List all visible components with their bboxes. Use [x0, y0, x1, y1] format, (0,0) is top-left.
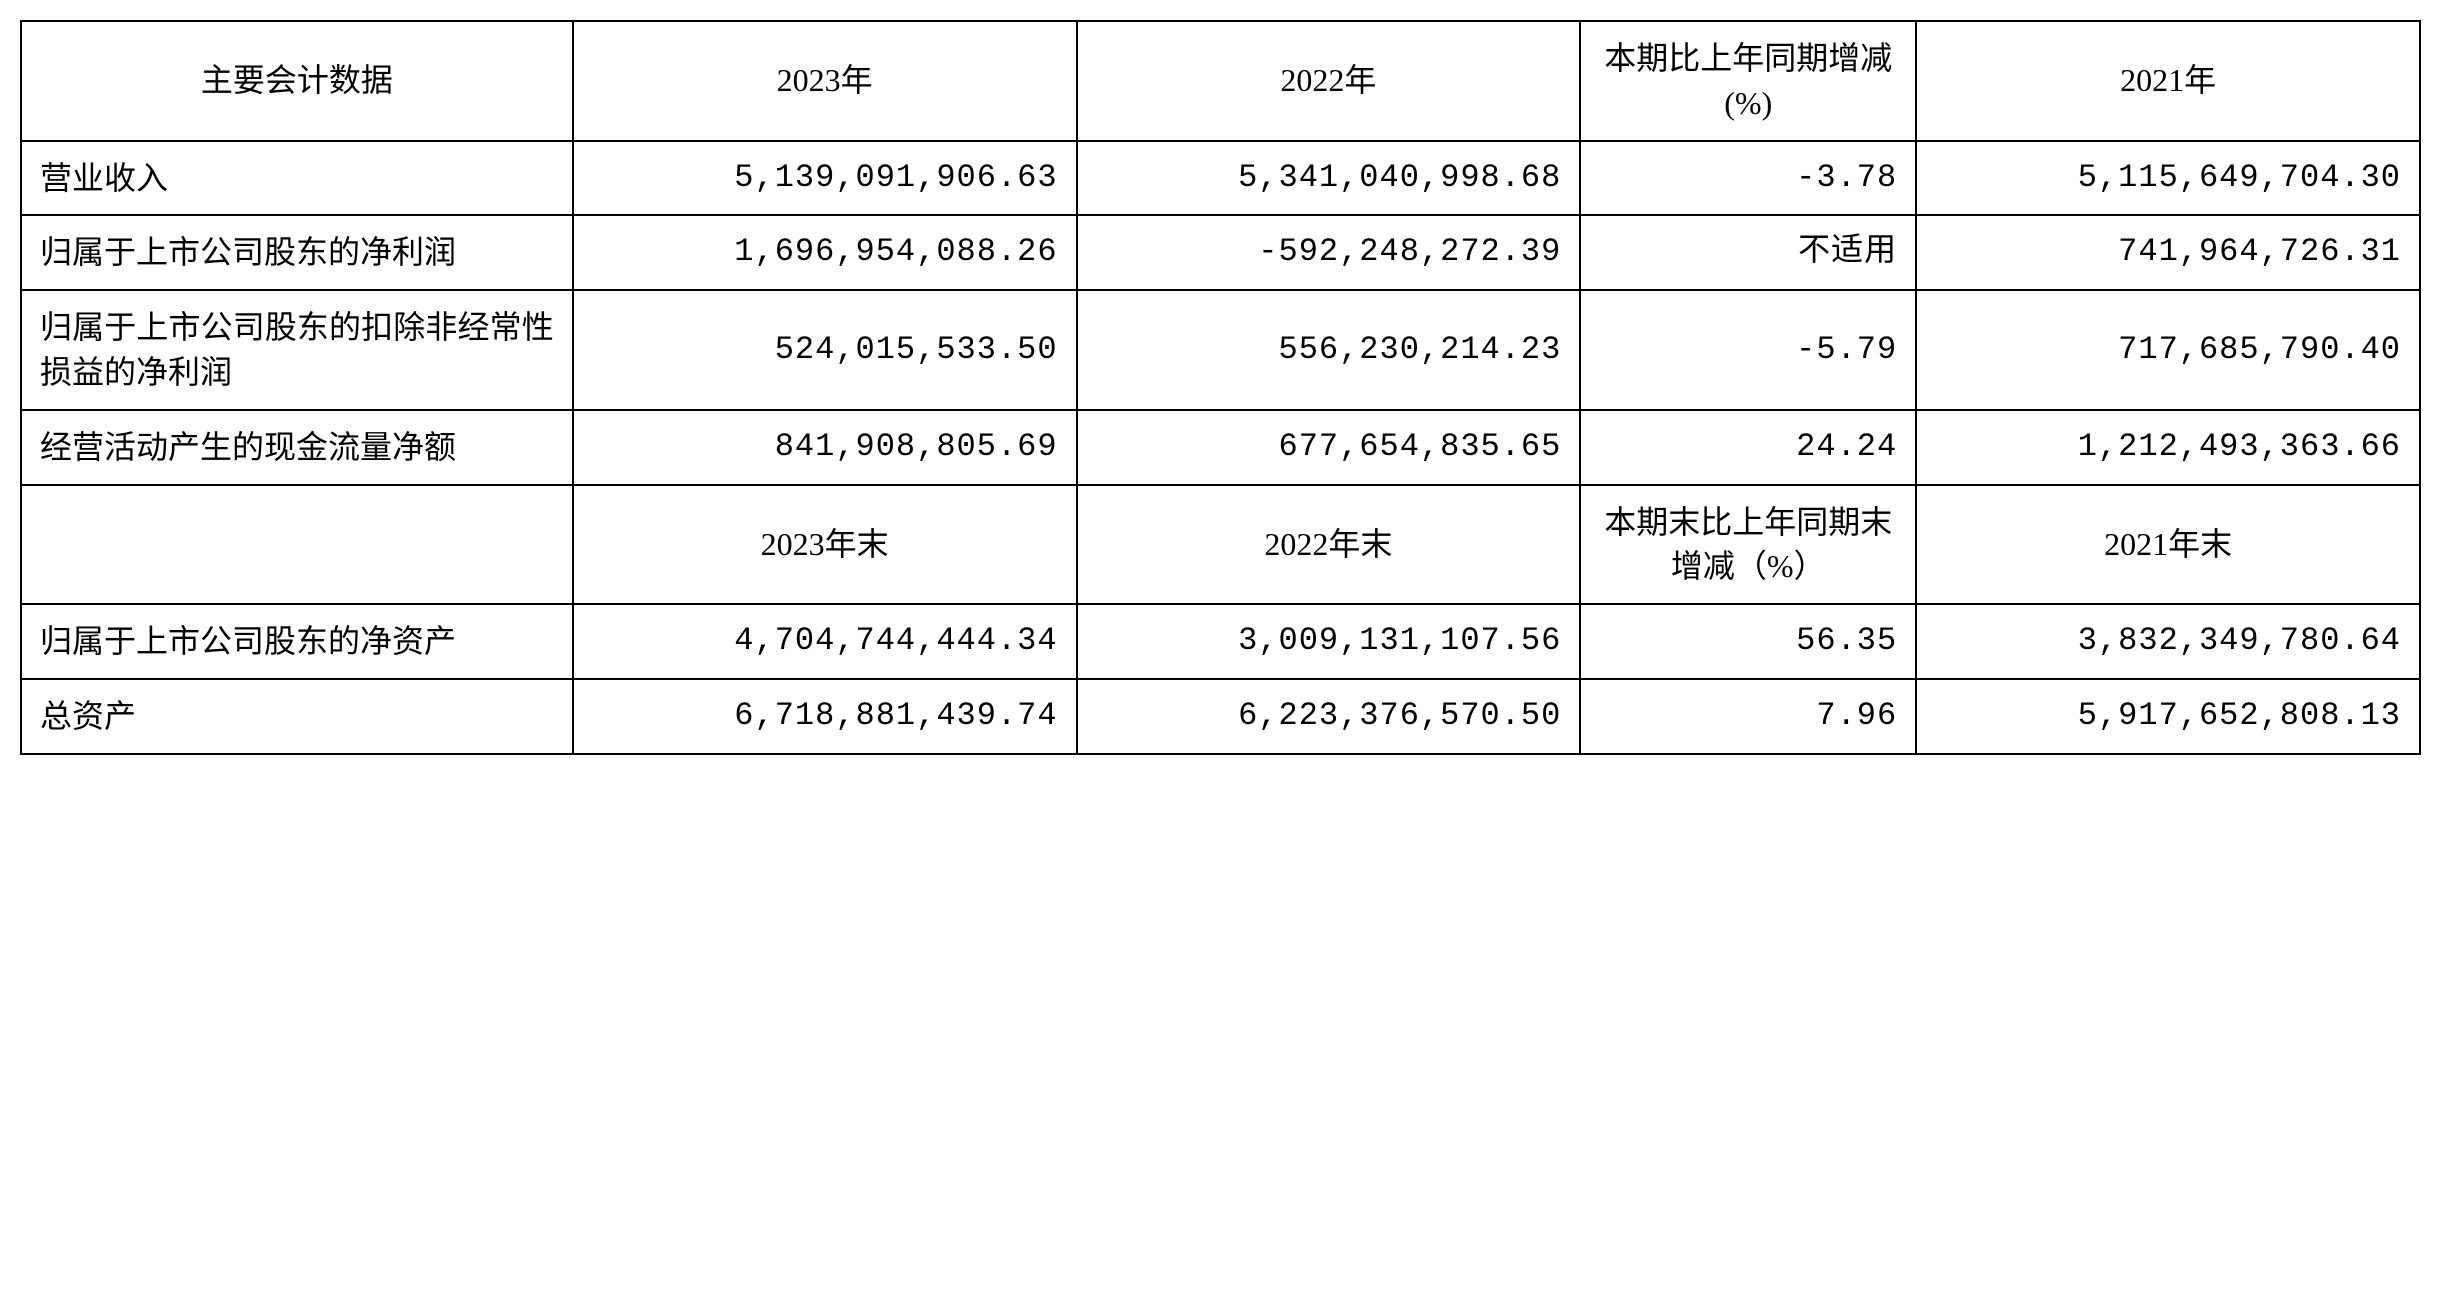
cell-2021: 5,917,652,808.13 — [1916, 679, 2420, 754]
cell-change: 不适用 — [1580, 215, 1916, 290]
row-label: 营业收入 — [21, 141, 573, 216]
cell-2023: 6,718,881,439.74 — [573, 679, 1077, 754]
cell-2022: 677,654,835.65 — [1077, 410, 1581, 485]
cell-2023: 4,704,744,444.34 — [573, 604, 1077, 679]
table-row: 总资产 6,718,881,439.74 6,223,376,570.50 7.… — [21, 679, 2420, 754]
financial-data-table: 主要会计数据 2023年 2022年 本期比上年同期增减(%) 2021年 营业… — [20, 20, 2421, 755]
row-label: 经营活动产生的现金流量净额 — [21, 410, 573, 485]
table-row: 营业收入 5,139,091,906.63 5,341,040,998.68 -… — [21, 141, 2420, 216]
row-label: 归属于上市公司股东的扣除非经常性损益的净利润 — [21, 290, 573, 410]
row-label: 总资产 — [21, 679, 573, 754]
header-2023-end: 2023年末 — [573, 485, 1077, 605]
cell-2023: 524,015,533.50 — [573, 290, 1077, 410]
header-change-pct: 本期比上年同期增减(%) — [1580, 21, 1916, 141]
cell-change: 56.35 — [1580, 604, 1916, 679]
cell-2022: 556,230,214.23 — [1077, 290, 1581, 410]
cell-2021: 3,832,349,780.64 — [1916, 604, 2420, 679]
cell-2021: 717,685,790.40 — [1916, 290, 2420, 410]
cell-change: 7.96 — [1580, 679, 1916, 754]
cell-2021: 741,964,726.31 — [1916, 215, 2420, 290]
header-2023: 2023年 — [573, 21, 1077, 141]
cell-2022: -592,248,272.39 — [1077, 215, 1581, 290]
header-2022: 2022年 — [1077, 21, 1581, 141]
table-row: 归属于上市公司股东的净利润 1,696,954,088.26 -592,248,… — [21, 215, 2420, 290]
table-header-row-1: 主要会计数据 2023年 2022年 本期比上年同期增减(%) 2021年 — [21, 21, 2420, 141]
table-row: 归属于上市公司股东的扣除非经常性损益的净利润 524,015,533.50 55… — [21, 290, 2420, 410]
cell-change: -5.79 — [1580, 290, 1916, 410]
table-header-row-2: 2023年末 2022年末 本期末比上年同期末增减（%） 2021年末 — [21, 485, 2420, 605]
cell-change: -3.78 — [1580, 141, 1916, 216]
cell-2021: 5,115,649,704.30 — [1916, 141, 2420, 216]
header-main-data: 主要会计数据 — [21, 21, 573, 141]
table-row: 归属于上市公司股东的净资产 4,704,744,444.34 3,009,131… — [21, 604, 2420, 679]
header-empty — [21, 485, 573, 605]
row-label: 归属于上市公司股东的净利润 — [21, 215, 573, 290]
cell-2023: 5,139,091,906.63 — [573, 141, 1077, 216]
header-2021: 2021年 — [1916, 21, 2420, 141]
cell-2023: 1,696,954,088.26 — [573, 215, 1077, 290]
cell-2022: 5,341,040,998.68 — [1077, 141, 1581, 216]
cell-2021: 1,212,493,363.66 — [1916, 410, 2420, 485]
header-end-change-pct: 本期末比上年同期末增减（%） — [1580, 485, 1916, 605]
cell-2022: 3,009,131,107.56 — [1077, 604, 1581, 679]
row-label: 归属于上市公司股东的净资产 — [21, 604, 573, 679]
cell-2023: 841,908,805.69 — [573, 410, 1077, 485]
cell-2022: 6,223,376,570.50 — [1077, 679, 1581, 754]
cell-change: 24.24 — [1580, 410, 1916, 485]
header-2022-end: 2022年末 — [1077, 485, 1581, 605]
table-row: 经营活动产生的现金流量净额 841,908,805.69 677,654,835… — [21, 410, 2420, 485]
header-2021-end: 2021年末 — [1916, 485, 2420, 605]
